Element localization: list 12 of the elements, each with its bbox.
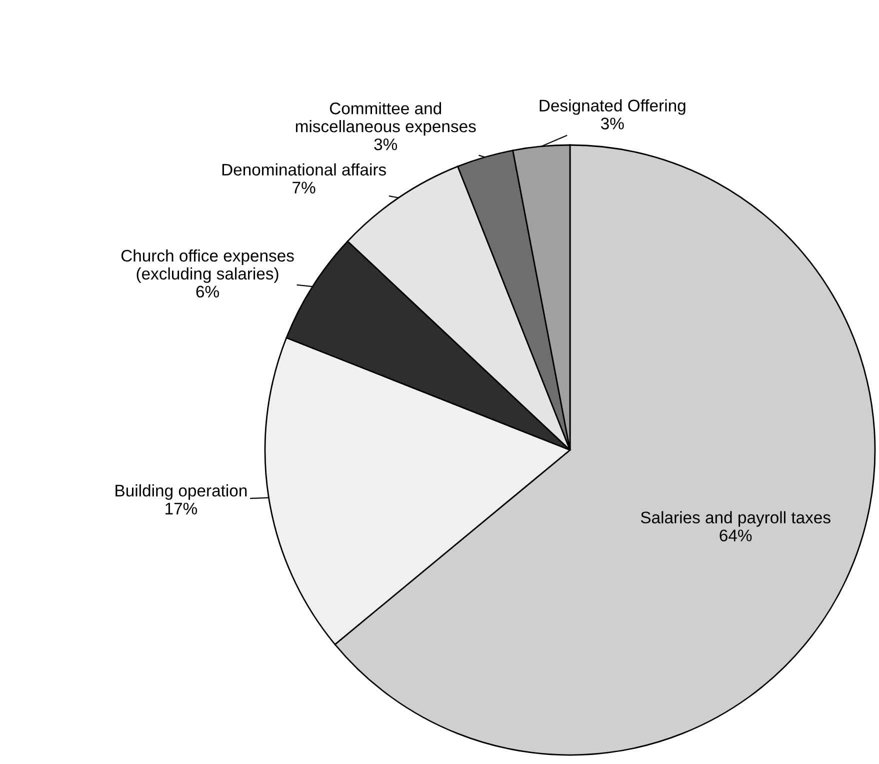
slice-label: Designated Offering: [540, 99, 686, 115]
data-label: 17%: [166, 502, 198, 514]
data-label: 3%: [374, 138, 398, 150]
slice-label: Salaries and payroll taxes: [640, 511, 830, 527]
data-label: 6%: [196, 286, 219, 298]
data-label: 3%: [600, 118, 624, 130]
slice-label: Building operation: [116, 484, 247, 500]
slice-label: Committee and miscellaneous expenses: [296, 102, 476, 136]
slice-label: Denominational affairs: [222, 163, 386, 176]
data-label: 7%: [292, 182, 316, 194]
data-label: 64%: [720, 530, 752, 542]
slice-label: Church office expenses (excluding salaries): [121, 249, 294, 283]
